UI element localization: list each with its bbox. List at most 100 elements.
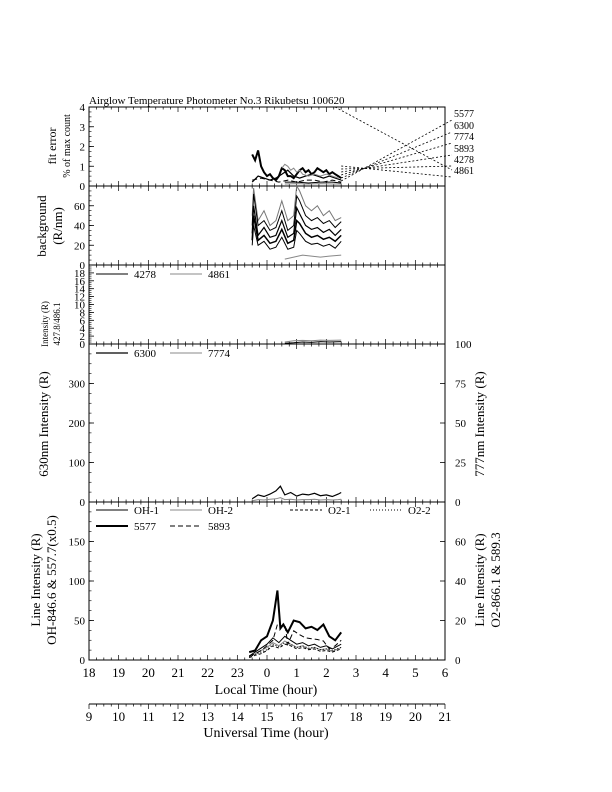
- y-tick-label: 60: [74, 201, 86, 213]
- legend-label-5577: 5577: [134, 521, 157, 533]
- fit-error-ylabel-1: fit error: [45, 128, 59, 165]
- y-tick-label: 100: [69, 576, 86, 588]
- y-tick-label: 0: [80, 260, 86, 272]
- background-ylabel-1: background: [34, 195, 49, 257]
- local-tick-label: 2: [323, 665, 330, 680]
- legend-label-5893: 5893: [208, 521, 231, 533]
- fit-legend-leader-7774: [341, 142, 453, 176]
- local-tick-label: 3: [353, 665, 360, 680]
- panel-frame-fit-error: [88, 106, 446, 187]
- universal-tick-label: 18: [350, 709, 363, 724]
- series-OH-1-line-intensity: [248, 635, 342, 657]
- y-tick-label: 20: [74, 240, 86, 252]
- red-intensity-panel: 630nm Intensity (R) 777nm Intensity (R) …: [36, 339, 487, 509]
- fit-legend-leader-4278: [341, 165, 453, 170]
- fit-legend-label-6300: 6300: [454, 121, 474, 132]
- background-panel: background (R/nm) 0 20 40 60: [34, 184, 446, 272]
- y-tick-label: 14: [74, 284, 86, 296]
- legend-label-OH-2: OH-2: [208, 505, 233, 517]
- series-6300-fit-error: [251, 169, 342, 183]
- y-tick-label: 6: [80, 315, 86, 327]
- universal-tick-label: 17: [320, 709, 334, 724]
- y2-tick-label: 20: [455, 616, 467, 628]
- universal-tick-label: 13: [201, 709, 214, 724]
- local-tick-label: 5: [412, 665, 419, 680]
- universal-tick-label: 10: [112, 709, 125, 724]
- universal-tick-label: 9: [86, 709, 93, 724]
- y-tick-label: 12: [74, 292, 85, 304]
- series-O2-2-line-intensity: [249, 642, 342, 658]
- universal-time-axis: 9 10 11 12 13 14 15 16 17 18 19 20 21 Universal Time…: [86, 703, 452, 741]
- y2-tick-label: 50: [455, 418, 467, 430]
- blue-intensity-panel: Intensity (R) 427.8/486.1 02468101214161…: [40, 264, 446, 351]
- fit-legend-label-4861: 4861: [454, 166, 474, 177]
- universal-tick-label: 20: [409, 709, 422, 724]
- fit-legend-leader-extra: [334, 106, 453, 171]
- universal-tick-label: 11: [142, 709, 155, 724]
- y-tick-label: 16: [74, 276, 86, 288]
- y-tick-label: 2: [80, 142, 86, 154]
- y-tick-label: 0: [80, 339, 86, 351]
- panel-frame-red-intensity: [88, 343, 446, 503]
- series-bg-2-background: [251, 193, 342, 232]
- fit-legend-label-5577: 5577: [454, 109, 474, 120]
- red-intensity-y2label: 777nm Intensity (R): [472, 371, 487, 476]
- y-tick-label: 200: [69, 418, 86, 430]
- legend-label-7774: 7774: [208, 348, 231, 360]
- y-tick-label: 3: [80, 122, 86, 134]
- series-5577-fit-error: [251, 150, 342, 182]
- universal-tick-label: 12: [172, 709, 185, 724]
- local-tick-label: 22: [201, 665, 214, 680]
- fit-legend-label-7774: 7774: [454, 132, 474, 143]
- local-tick-label: 1: [293, 665, 300, 680]
- line-intensity-ylabel-2: OH-846.6 & 557.7(x0.5): [44, 515, 59, 645]
- series-5893-fit-error: [252, 177, 342, 183]
- y-tick-label: 2: [80, 331, 86, 343]
- local-tick-label: 18: [83, 665, 96, 680]
- y-tick-label: 50: [74, 616, 86, 628]
- legend-label-O2-1: O2-1: [328, 505, 351, 517]
- legend-label-O2-2: O2-2: [408, 505, 431, 517]
- local-tick-label: 6: [442, 665, 449, 680]
- universal-tick-label: 21: [439, 709, 452, 724]
- y-tick-label: 100: [69, 458, 86, 470]
- fit-legend-leader-5893: [341, 154, 453, 173]
- legend-label-6300: 6300: [134, 348, 157, 360]
- legend-label-4861: 4861: [208, 269, 230, 281]
- series-7774-red-intensity: [252, 497, 342, 502]
- line-intensity-y2label-1: Line Intensity (R): [472, 533, 487, 626]
- local-tick-label: 20: [142, 665, 155, 680]
- y-tick-label: 0: [80, 181, 86, 193]
- local-time-axis: 18 19 20 21 22 23 0 1 2 3 4 5 6 Local Time (hour): [83, 665, 449, 698]
- series-4278-fit-error: [284, 181, 342, 184]
- y-tick-label: 4: [80, 323, 86, 335]
- y2-tick-label: 100: [455, 339, 472, 351]
- series-4278-blue-intensity: [284, 341, 342, 344]
- y-tick-label: 10: [74, 300, 86, 312]
- line-intensity-panel: Line Intensity (R) OH-846.6 & 557.7(x0.5…: [28, 501, 503, 667]
- universal-tick-label: 19: [379, 709, 392, 724]
- series-5577-line-intensity: [248, 590, 342, 654]
- series-6300-red-intensity: [251, 485, 342, 500]
- background-ylabel-2: (R/nm): [50, 207, 65, 245]
- series-bg-3-background: [251, 205, 342, 239]
- fit-legend-leader-5577: [340, 119, 453, 182]
- local-tick-label: 21: [172, 665, 185, 680]
- y-tick-label: 0: [80, 497, 86, 509]
- series-bg-5-background: [251, 225, 342, 250]
- local-tick-label: 23: [231, 665, 244, 680]
- y-tick-label: 4: [80, 102, 86, 114]
- y-tick-label: 40: [74, 221, 86, 233]
- blue-intensity-ylabel-2: 427.8/486.1: [52, 302, 62, 345]
- series-bg-6-background: [284, 254, 342, 260]
- line-intensity-ylabel-1: Line Intensity (R): [28, 533, 43, 626]
- y2-tick-label: 40: [455, 576, 467, 588]
- y-tick-label: 300: [69, 379, 86, 391]
- fit-legend-label-4278: 4278: [454, 155, 474, 166]
- fit-error-ylabel-2: % of max count: [62, 114, 73, 178]
- red-intensity-ylabel: 630nm Intensity (R): [36, 371, 51, 476]
- y-tick-label: 18: [74, 268, 86, 280]
- series-bg-4-background: [251, 215, 342, 245]
- universal-tick-label: 15: [261, 709, 274, 724]
